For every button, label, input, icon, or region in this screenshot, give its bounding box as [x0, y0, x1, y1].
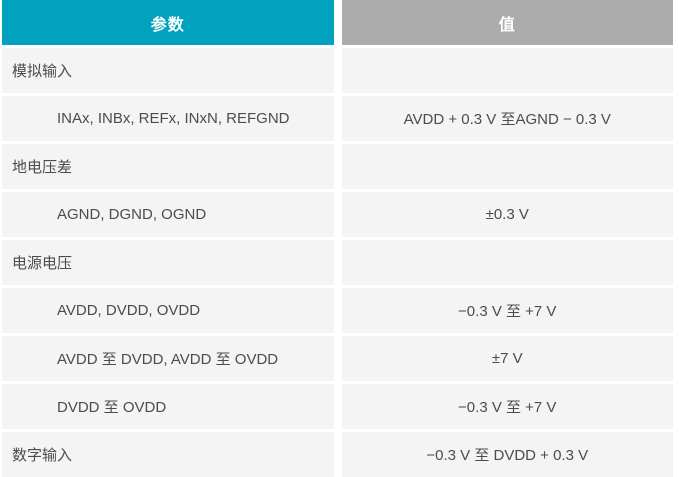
value-cell	[341, 144, 673, 189]
table-row: 模拟输入	[2, 48, 673, 93]
param-cell: 数字输入	[2, 432, 334, 477]
table-row: INAx, INBx, REFx, INxN, REFGND AVDD + 0.…	[2, 96, 673, 141]
table-row: 数字输入 −0.3 V 至 DVDD + 0.3 V	[2, 432, 673, 477]
value-cell: −0.3 V 至 +7 V	[341, 288, 673, 333]
param-cell: AVDD 至 DVDD, AVDD 至 OVDD	[2, 336, 334, 381]
table-row: AVDD, DVDD, OVDD −0.3 V 至 +7 V	[2, 288, 673, 333]
table-header-row: 参数 值	[2, 0, 673, 45]
param-cell: 电源电压	[2, 240, 334, 285]
header-cell-value: 值	[341, 0, 673, 45]
table-row: DVDD 至 OVDD −0.3 V 至 +7 V	[2, 384, 673, 429]
table-row: 地电压差	[2, 144, 673, 189]
param-cell: 地电压差	[2, 144, 334, 189]
value-cell: AVDD + 0.3 V 至AGND − 0.3 V	[341, 96, 673, 141]
value-cell	[341, 48, 673, 93]
param-cell: DVDD 至 OVDD	[2, 384, 334, 429]
param-cell: INAx, INBx, REFx, INxN, REFGND	[2, 96, 334, 141]
header-cell-parameter: 参数	[2, 0, 334, 45]
value-cell	[341, 240, 673, 285]
value-cell: ±7 V	[341, 336, 673, 381]
param-cell: AGND, DGND, OGND	[2, 192, 334, 237]
table-row: AGND, DGND, OGND ±0.3 V	[2, 192, 673, 237]
table-row: 电源电压	[2, 240, 673, 285]
table-row: AVDD 至 DVDD, AVDD 至 OVDD ±7 V	[2, 336, 673, 381]
param-cell: 模拟输入	[2, 48, 334, 93]
value-cell: −0.3 V 至 DVDD + 0.3 V	[341, 432, 673, 477]
value-cell: ±0.3 V	[341, 192, 673, 237]
value-cell: −0.3 V 至 +7 V	[341, 384, 673, 429]
param-cell: AVDD, DVDD, OVDD	[2, 288, 334, 333]
